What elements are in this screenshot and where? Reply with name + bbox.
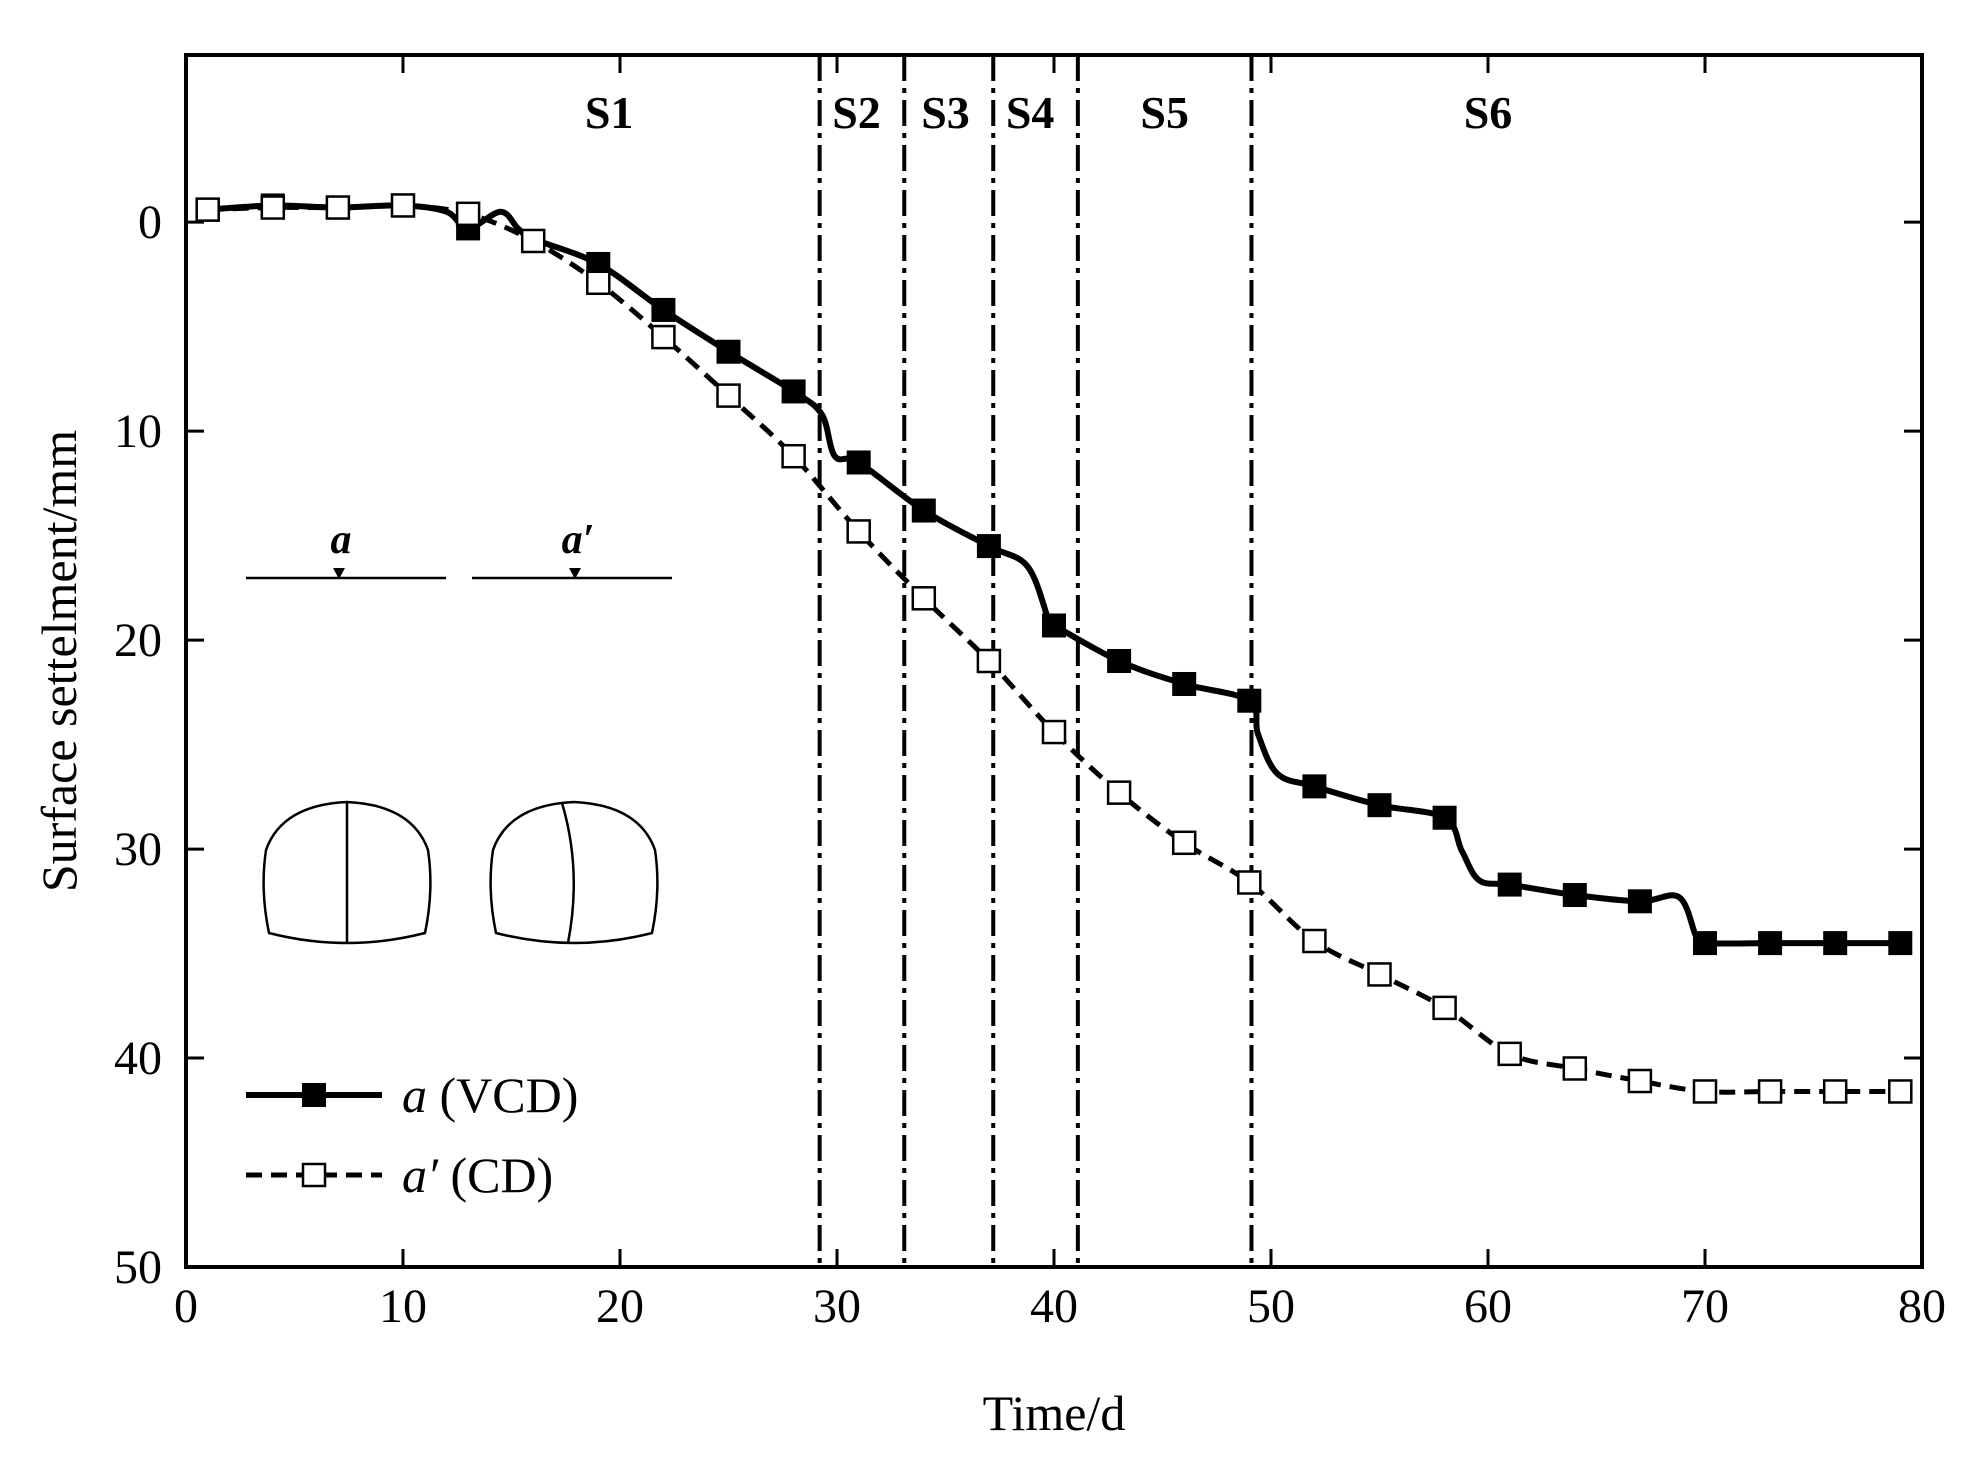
data-point-a-prime-cd — [1237, 870, 1262, 895]
series-markers — [195, 193, 1913, 1104]
stage-label-s2: S2 — [832, 87, 881, 138]
monitoring-point-marker-a-prime — [569, 568, 581, 579]
data-point-a-vcd — [1562, 883, 1587, 908]
data-point-a-prime-cd — [1432, 995, 1457, 1021]
data-point-a-vcd — [1237, 688, 1262, 713]
monitoring-point-marker-a — [333, 568, 345, 579]
data-point-a-vcd — [1497, 872, 1522, 897]
data-point-a-prime-cd — [1888, 1079, 1913, 1104]
data-point-a-vcd — [1823, 931, 1848, 956]
x-tick-label: 80 — [1898, 1280, 1946, 1333]
data-point-a-prime-cd — [1822, 1079, 1848, 1104]
x-tick-label: 60 — [1464, 1280, 1512, 1333]
tunnel-section-cd-wall — [560, 802, 576, 944]
x-tick-label: 70 — [1681, 1280, 1729, 1333]
x-tick-label: 10 — [379, 1280, 427, 1333]
data-point-a-prime-cd — [1627, 1068, 1653, 1094]
data-point-a-prime-cd — [781, 443, 806, 469]
x-tick-label: 50 — [1247, 1280, 1295, 1333]
data-point-a-prime-cd — [1041, 719, 1067, 745]
monitoring-point-label-a-prime: a′ — [562, 517, 595, 563]
series-curves — [207, 202, 1901, 1095]
data-point-a-prime-cd — [520, 228, 546, 254]
data-point-a-prime-cd — [651, 324, 676, 350]
inset-diagram: a a′ — [246, 517, 672, 945]
y-tick-label: 20 — [114, 614, 162, 667]
tunnel-section-cd-outline — [489, 800, 659, 945]
data-point-a-vcd — [846, 450, 871, 475]
data-point-a-vcd — [911, 498, 936, 523]
y-axis-title: Surface settelment/mm — [31, 430, 87, 892]
legend: a (VCD) a′ (CD) — [246, 1067, 578, 1203]
data-point-a-prime-cd — [1171, 830, 1197, 856]
y-tick-label: 30 — [114, 823, 162, 876]
series-line-a-prime-cd — [207, 202, 1901, 1095]
data-point-a-vcd — [1367, 793, 1392, 818]
data-point-a-vcd — [1627, 889, 1652, 914]
stage-label-s6: S6 — [1464, 87, 1513, 138]
data-point-a-prime-cd — [911, 586, 937, 611]
x-tick-label: 40 — [1030, 1280, 1078, 1333]
stage-label-s4: S4 — [1006, 87, 1055, 138]
axis-ticks — [184, 55, 1924, 1269]
stage-labels: S1 S2 S3 S4 S5 S6 — [585, 87, 1512, 138]
data-point-a-vcd — [1432, 805, 1457, 830]
data-point-a-prime-cd — [455, 201, 481, 227]
data-point-a-prime-cd — [260, 195, 286, 220]
data-point-a-prime-cd — [195, 197, 220, 222]
data-point-a-prime-cd — [1562, 1056, 1588, 1081]
monitoring-point-label-a: a — [331, 517, 352, 563]
data-point-a-vcd — [1107, 649, 1132, 673]
data-point-a-vcd — [976, 534, 1001, 559]
x-tick-label: 20 — [596, 1280, 644, 1333]
data-point-a-vcd — [1042, 613, 1066, 638]
axis-tick-labels: 0 10 20 30 40 50 60 70 80 0 10 20 30 40 50 — [114, 196, 1946, 1333]
y-tick-label: 40 — [114, 1032, 162, 1085]
data-point-a-vcd — [1888, 931, 1913, 956]
series-line-a-vcd — [207, 202, 1901, 947]
data-point-a-vcd — [716, 339, 741, 364]
stage-boundaries — [817, 55, 1254, 1267]
legend-marker-a-prime — [301, 1162, 327, 1188]
stage-label-s5: S5 — [1140, 87, 1189, 138]
x-tick-label: 0 — [174, 1280, 198, 1333]
stage-label-s1: S1 — [585, 87, 634, 138]
data-point-a-prime-cd — [1497, 1041, 1522, 1067]
data-point-a-prime-cd — [1367, 962, 1392, 987]
data-point-a-prime-cd — [976, 648, 1002, 674]
data-point-a-prime-cd — [390, 193, 416, 218]
data-point-a-prime-cd — [1302, 928, 1327, 954]
data-point-a-prime-cd — [586, 270, 611, 296]
data-point-a-prime-cd — [1757, 1079, 1783, 1104]
data-point-a-vcd — [781, 379, 806, 404]
legend-label-a: a (VCD) — [402, 1067, 578, 1123]
data-point-a-vcd — [1172, 671, 1197, 696]
data-point-a-prime-cd — [1106, 780, 1132, 805]
stage-label-s3: S3 — [921, 87, 970, 138]
x-axis-title: Time/d — [983, 1385, 1126, 1441]
tunnel-section-vcd-outline — [262, 800, 432, 945]
data-point-a-vcd — [1758, 931, 1783, 956]
y-tick-label: 10 — [114, 405, 162, 458]
data-point-a-vcd — [651, 297, 676, 322]
legend-label-a-prime: a′ (CD) — [402, 1147, 553, 1203]
x-tick-label: 30 — [813, 1280, 861, 1333]
data-point-a-prime-cd — [846, 519, 871, 544]
data-point-a-prime-cd — [716, 383, 741, 408]
y-tick-label: 50 — [114, 1241, 162, 1294]
data-point-a-vcd — [1693, 931, 1717, 956]
data-point-a-vcd — [1302, 774, 1327, 799]
data-point-a-prime-cd — [325, 195, 351, 220]
data-point-a-prime-cd — [1692, 1079, 1718, 1104]
y-tick-label: 0 — [138, 196, 162, 249]
legend-marker-a — [302, 1083, 326, 1107]
